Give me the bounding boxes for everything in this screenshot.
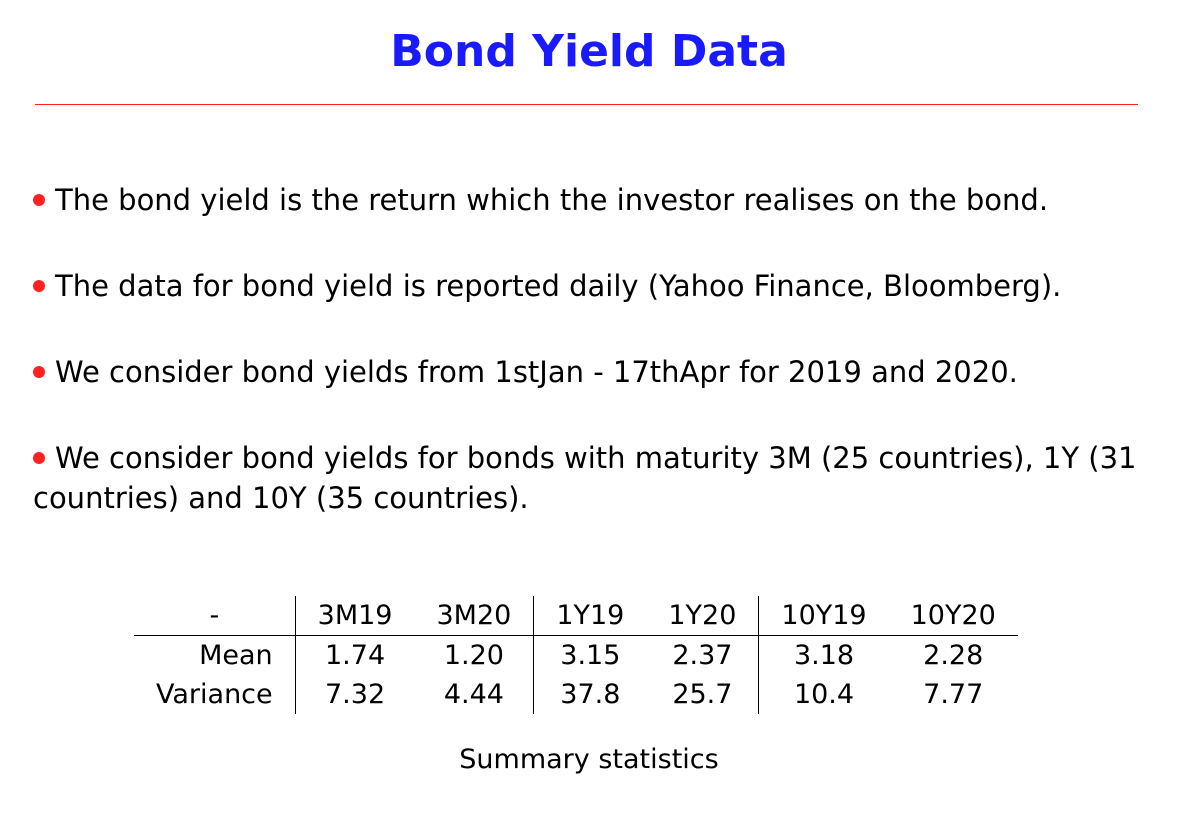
column-header: 10Y19 <box>758 596 889 636</box>
column-header: 3M19 <box>295 596 415 636</box>
bullet-dot-icon <box>33 280 45 292</box>
table-row: Mean 1.74 1.20 3.15 2.37 3.18 2.28 <box>134 635 1018 675</box>
bullet-dot-icon <box>33 366 45 378</box>
table-row: Variance 7.32 4.44 37.8 25.7 10.4 7.77 <box>134 675 1018 714</box>
table-cell: 37.8 <box>560 679 621 710</box>
bullet-text: We consider bond yields for bonds with m… <box>33 441 1137 515</box>
bullet-text: The bond yield is the return which the i… <box>55 183 1049 217</box>
table-cell: 1.20 <box>414 635 535 675</box>
bullet-item: We consider bond yields from 1stJan - 17… <box>33 352 1153 392</box>
bullet-dot-icon <box>33 194 45 206</box>
row-label: Mean <box>134 635 296 675</box>
table-cell: 2.28 <box>923 640 984 671</box>
bullet-item: We consider bond yields for bonds with m… <box>33 438 1153 518</box>
table-corner-cell: - <box>134 596 296 636</box>
column-header: 10Y20 <box>888 596 1018 636</box>
summary-statistics-table: - 3M19 3M20 1Y19 1Y20 10Y19 10Y20 Mean 1… <box>134 596 1018 714</box>
bullet-text: The data for bond yield is reported dail… <box>55 269 1062 303</box>
row-label: Variance <box>134 675 296 714</box>
table-cell: 25.7 <box>646 675 760 714</box>
column-header: 3M20 <box>414 596 535 636</box>
table-cell: 1.74 <box>325 640 386 671</box>
title-divider <box>35 104 1138 105</box>
bullet-dot-icon <box>33 452 45 464</box>
bullet-item: The bond yield is the return which the i… <box>33 180 1153 220</box>
table-cell: 3.18 <box>793 640 855 671</box>
table-cell: 4.44 <box>414 675 535 714</box>
table-cell: 7.32 <box>325 679 386 710</box>
bullet-list: The bond yield is the return which the i… <box>33 180 1153 564</box>
column-header: 1Y20 <box>646 596 760 636</box>
bullet-text: We consider bond yields from 1stJan - 17… <box>55 355 1018 389</box>
table-cell: 3.15 <box>560 640 621 671</box>
table-cell: 7.77 <box>923 679 984 710</box>
table-cell: 2.37 <box>646 635 760 675</box>
bullet-item: The data for bond yield is reported dail… <box>33 266 1153 306</box>
table-header-row: - 3M19 3M20 1Y19 1Y20 10Y19 10Y20 <box>134 596 1018 636</box>
column-header: 1Y19 <box>533 596 647 636</box>
table-caption: Summary statistics <box>459 744 719 775</box>
page-title: Bond Yield Data <box>390 26 788 77</box>
table-cell: 10.4 <box>793 679 855 710</box>
